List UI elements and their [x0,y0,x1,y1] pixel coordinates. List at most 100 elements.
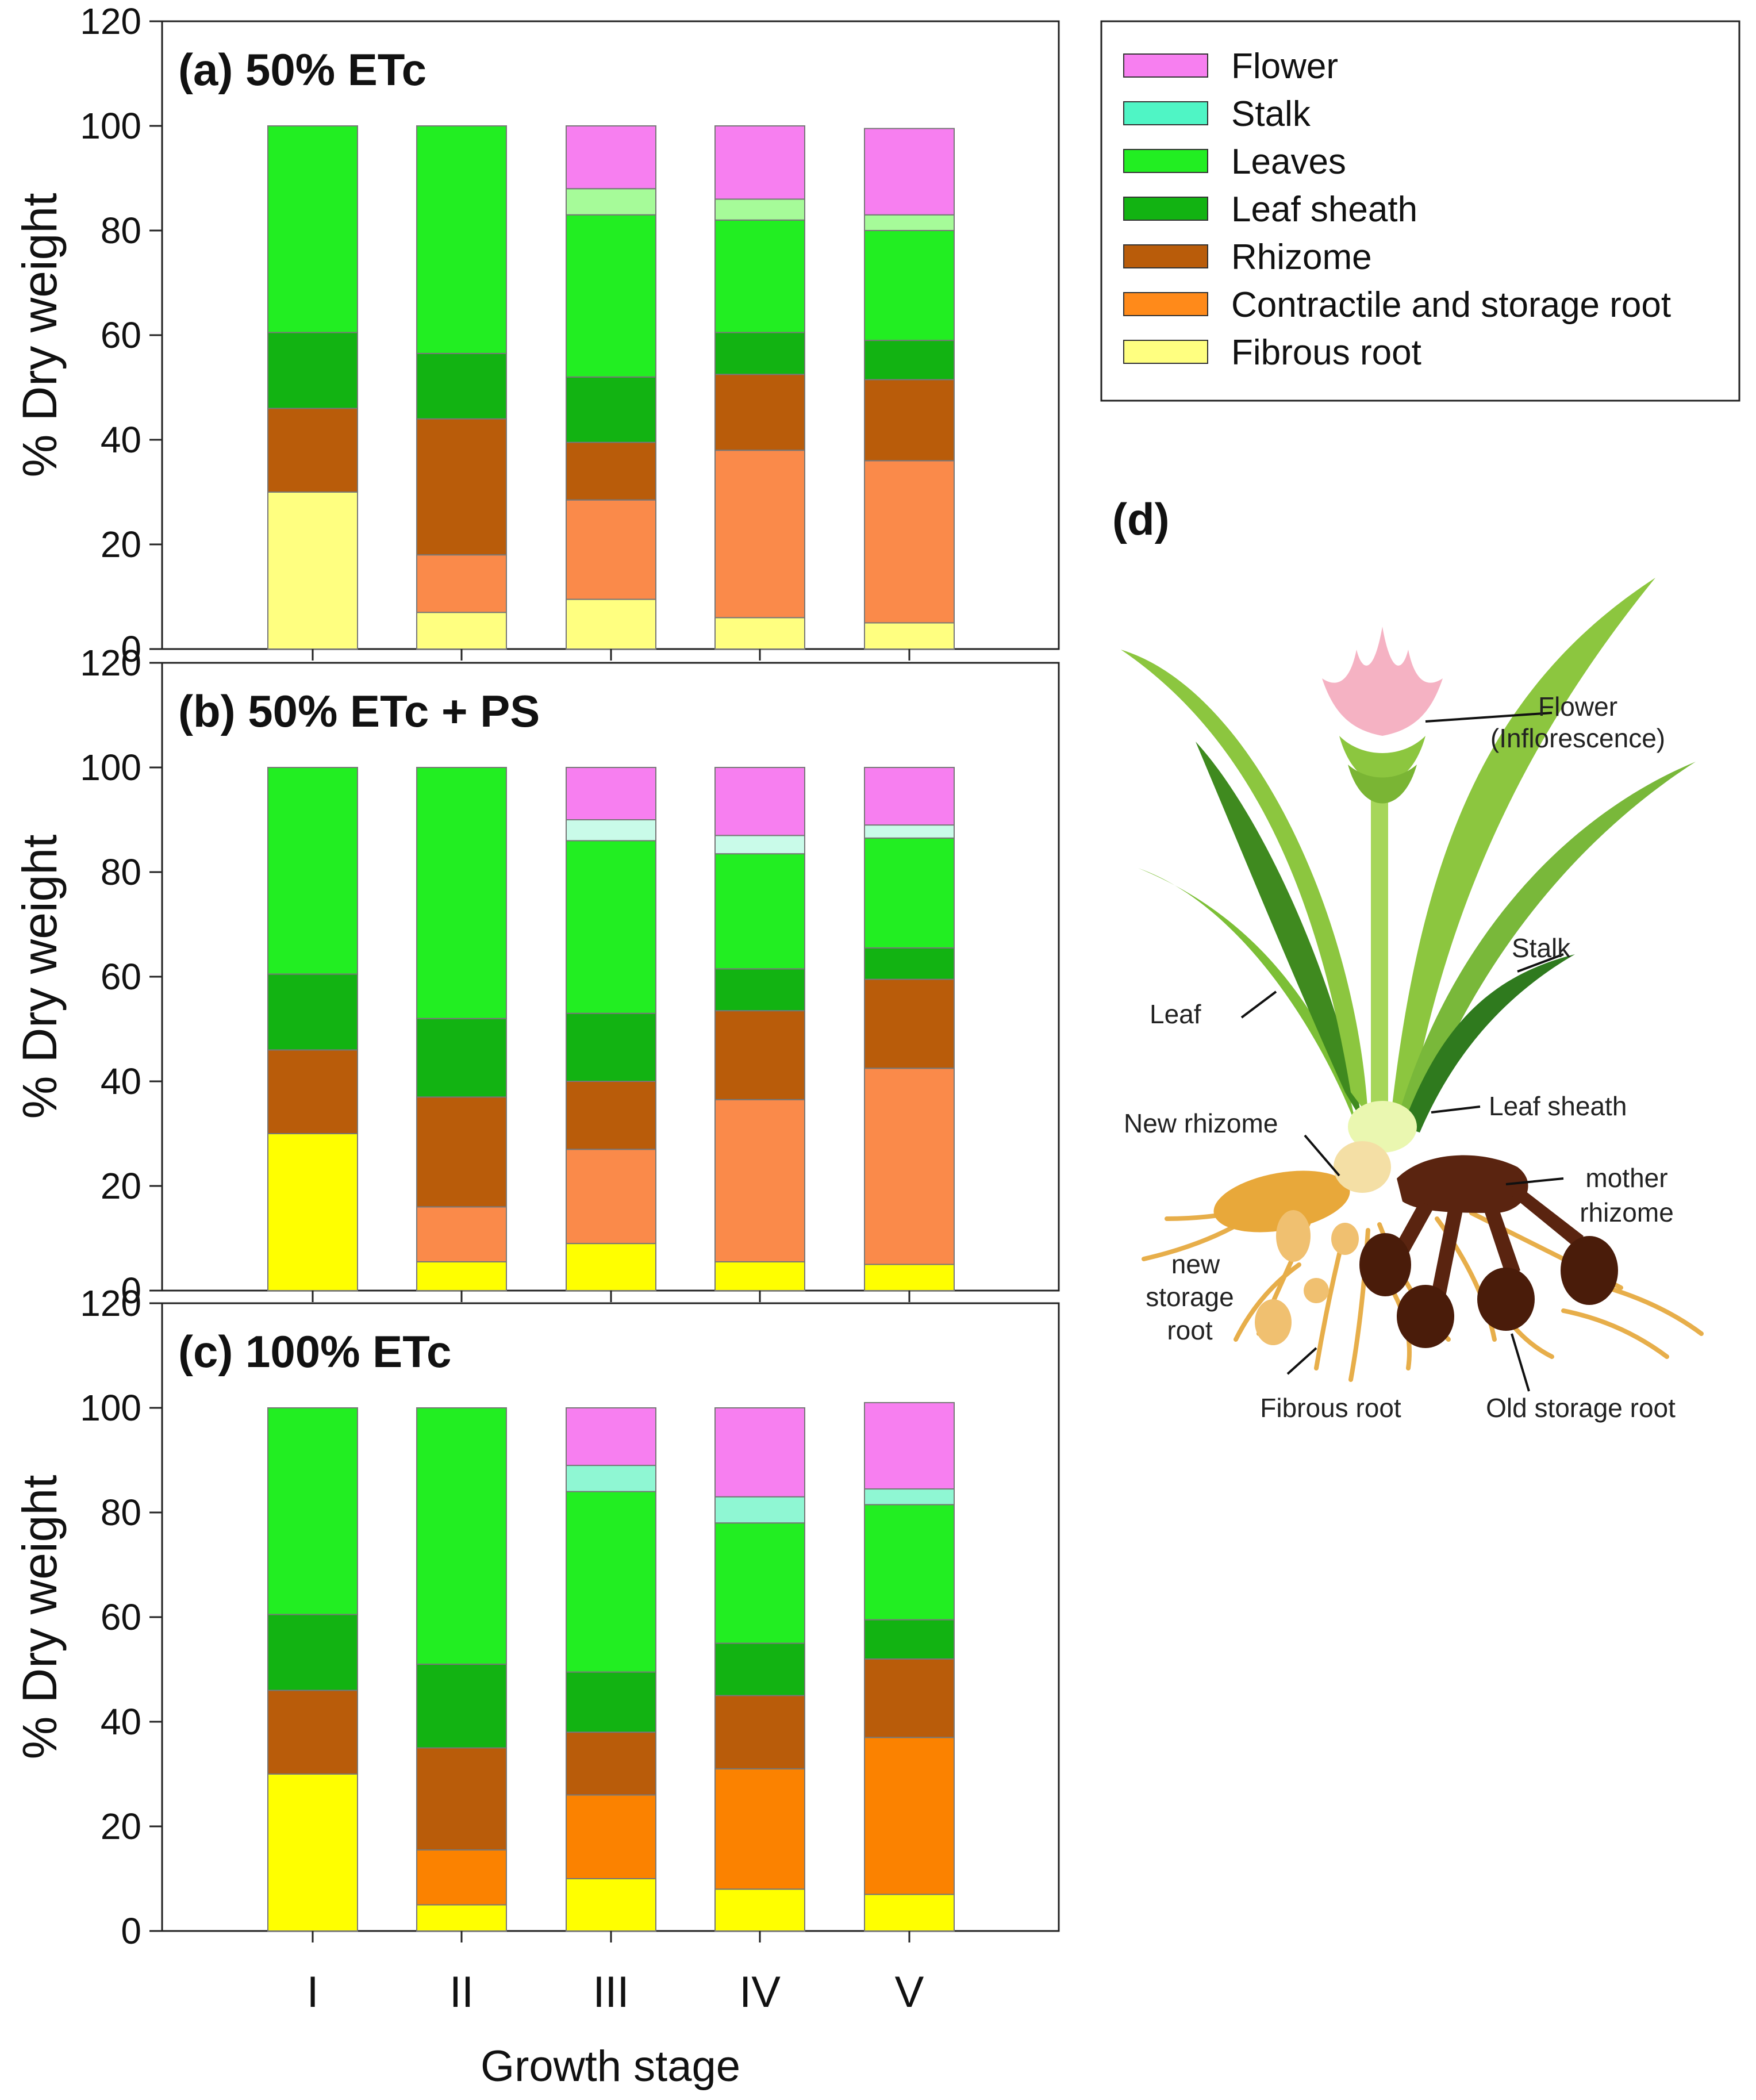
y-tick-label: 60 [101,314,141,356]
bar-segment-leaf-sheath-IV [714,968,805,1012]
flower-petals [1322,627,1443,736]
x-tick-label: I [306,1968,318,2017]
legend-swatch [1123,101,1208,125]
bar-segment-leaf-sheath-I [267,973,358,1051]
x-axis-title: Growth stage [481,2042,740,2091]
y-tick-label: 80 [101,1492,141,1533]
panel-a-y-axis-label: % Dry weight [13,193,67,478]
bar-segment-leaf-sheath-III [566,376,656,443]
bar-segment-rhizome-III [566,442,656,501]
x-tick-label: II [449,1968,474,2017]
bar-segment-leaves-III [566,1491,656,1673]
legend-swatch [1123,244,1208,268]
panel-c-bars [267,1402,955,1932]
bract-green [1339,736,1425,784]
bar-segment-fibrous-root-I [267,492,358,650]
label-stalk: Stalk [1512,933,1571,963]
bar-segment-leaves-II [416,1407,507,1665]
mother-rhizome-branches [1391,1187,1584,1296]
panel-b-y-ticks: 0 20 40 60 80 100 120 [80,642,162,1311]
bar-segment-stalk-V [864,1488,955,1506]
new-rhizome-bud [1334,1141,1391,1193]
y-tick-label: 60 [101,1596,141,1638]
y-tick-label: 20 [101,524,141,565]
legend-label: Leaves [1231,142,1346,182]
bar-segment-flower-IV [714,125,805,200]
bar-segment-flower-III [566,767,656,820]
panel-b-bars [267,767,955,1292]
bar-segment-flower-V [864,128,955,216]
old-storage-root-4 [1561,1236,1618,1305]
bar-segment-contractile-and-storage-root-II [416,1206,507,1262]
label-leaf: Leaf [1150,999,1201,1029]
bar-segment-leaves-II [416,125,507,354]
mother-rhizome [1397,1155,1528,1213]
new-storage-root-3 [1304,1278,1329,1303]
panel-b-y-axis-label: % Dry weight [13,835,67,1119]
panel-a-title: (a) 50% ETc [178,44,426,95]
bar-segment-leaf-sheath-V [864,947,955,980]
panel-a-y-ticks: 0 20 40 60 80 100 120 [80,1,162,670]
label-leaf-sheath: Leaf sheath [1489,1091,1627,1121]
bar-segment-fibrous-root-III [566,1878,656,1932]
bar-segment-contractile-and-storage-root-V [864,1737,955,1895]
bar-segment-leaf-sheath-III [566,1671,656,1733]
bar-segment-stalk-III [566,188,656,216]
bar-segment-leaf-sheath-IV [714,1642,805,1696]
bar-segment-leaves-IV [714,853,805,970]
y-tick-label: 60 [101,956,141,997]
legend-swatch [1123,197,1208,221]
bar-segment-stalk-IV [714,835,805,855]
panel-a-x-ticks [312,649,910,661]
new-rhizome-body [1213,1170,1350,1233]
bar-segment-fibrous-root-IV [714,1888,805,1932]
panel-b-x-ticks [312,1291,910,1302]
label-flower: Flower [1538,692,1617,721]
bar-segment-contractile-and-storage-root-II [416,1849,507,1906]
legend-swatch [1123,340,1208,364]
bar-segment-leaves-V [864,1504,955,1621]
y-tick-label: 120 [80,1,141,42]
legend-label: Leaf sheath [1231,190,1417,229]
legend-label: Flower [1231,47,1338,86]
bar-segment-flower-V [864,1402,955,1490]
label-mother-rhizome-1: mother [1585,1163,1667,1193]
bar-segment-rhizome-II [416,418,507,556]
bar-segment-leaves-IV [714,1522,805,1644]
bar-segment-contractile-and-storage-root-IV [714,450,805,619]
y-tick-label: 80 [101,851,141,893]
label-flower-sub: (Inflorescence) [1490,723,1665,753]
legend-swatch [1123,53,1208,78]
legend-label: Contractile and storage root [1231,285,1671,325]
new-storage-root-4 [1331,1223,1359,1255]
bar-segment-contractile-and-storage-root-IV [714,1768,805,1890]
panel-a-bars [267,125,955,650]
label-new-storage-2: storage [1146,1282,1234,1312]
bar-segment-rhizome-I [267,408,358,493]
bar-segment-leaves-IV [714,219,805,333]
plant-illustration: Flower (Inflorescence) Stalk Leaf Leaf s… [1086,552,1747,1437]
legend-label: Stalk [1231,94,1311,134]
y-tick-label: 40 [101,419,141,460]
y-tick-label: 40 [101,1701,141,1742]
y-tick-label: 20 [101,1806,141,1847]
bar-segment-rhizome-II [416,1747,507,1851]
bar-segment-fibrous-root-II [416,612,507,650]
bar-segment-fibrous-root-II [416,1261,507,1291]
bar-segment-contractile-and-storage-root-IV [714,1099,805,1262]
old-storage-root-1 [1359,1233,1411,1296]
bar-segment-rhizome-V [864,978,955,1069]
y-tick-label: 100 [80,1387,141,1429]
stem-glow [1348,1101,1417,1153]
bar-segment-fibrous-root-I [267,1773,358,1932]
bar-segment-rhizome-IV [714,1010,805,1100]
bar-segment-rhizome-V [864,379,955,462]
bar-segment-contractile-and-storage-root-III [566,1794,656,1879]
panel-b-title: (b) 50% ETc + PS [178,686,540,736]
bar-segment-leaf-sheath-II [416,1018,507,1098]
legend-swatch [1123,292,1208,316]
bar-segment-flower-IV [714,1407,805,1498]
label-new-storage-3: root [1167,1315,1212,1345]
bar-segment-rhizome-III [566,1081,656,1150]
